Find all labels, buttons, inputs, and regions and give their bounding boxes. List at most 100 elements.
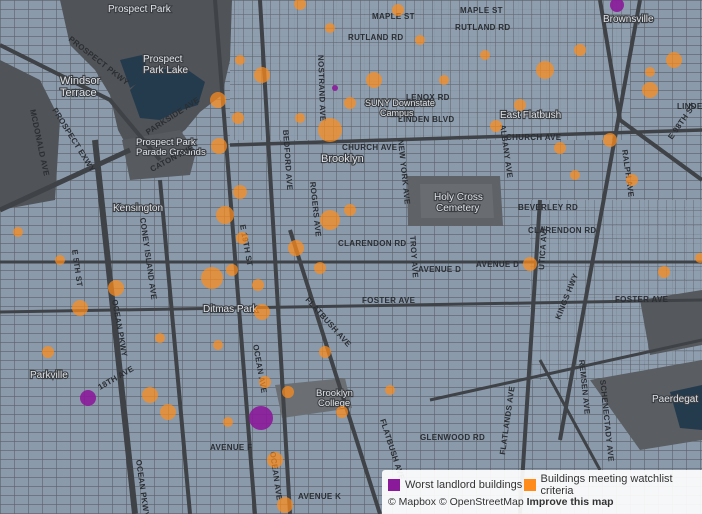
watchlist-building[interactable] (626, 174, 638, 186)
watchlist-building[interactable] (142, 387, 158, 403)
street-glenwood-rd: GLENWOOD RD (420, 433, 485, 442)
street-avenue-k: AVENUE K (298, 492, 341, 501)
watchlist-building[interactable] (267, 452, 283, 468)
watchlist-building[interactable] (480, 50, 490, 60)
street-clarendon-rd-w: CLARENDON RD (338, 239, 407, 248)
street-church-ave: CHURCH AVE (342, 143, 398, 152)
watchlist-building[interactable] (211, 138, 227, 154)
worst-landlord-building[interactable] (332, 85, 338, 91)
watchlist-building[interactable] (344, 97, 356, 109)
watchlist-building[interactable] (13, 227, 23, 237)
watchlist-building[interactable] (254, 304, 270, 320)
watchlist-building[interactable] (366, 72, 382, 88)
watchlist-building[interactable] (574, 44, 586, 56)
worst-landlord-building[interactable] (249, 406, 273, 430)
east-park (640, 290, 702, 355)
label-ditmas-park: Ditmas Park (203, 304, 258, 315)
watchlist-building[interactable] (666, 52, 682, 68)
watchlist-building[interactable] (490, 120, 502, 132)
watchlist-building[interactable] (325, 23, 335, 33)
watchlist-building[interactable] (439, 75, 449, 85)
watchlist-building[interactable] (603, 133, 617, 147)
watchlist-building[interactable] (642, 82, 658, 98)
watchlist-building[interactable] (236, 232, 248, 244)
watchlist-building[interactable] (42, 346, 54, 358)
watchlist-building[interactable] (294, 0, 306, 10)
label-paerdegat: Paerdegat (652, 394, 698, 405)
watchlist-building[interactable] (415, 35, 425, 45)
map-legend: Worst landlord buildings Buildings meeti… (382, 470, 702, 514)
watchlist-building[interactable] (344, 204, 356, 216)
worst-landlord-building[interactable] (80, 390, 96, 406)
cemetery-inner (420, 184, 494, 218)
label-parade-line1: Prospect Park (136, 137, 196, 148)
watchlist-building[interactable] (235, 55, 245, 65)
watchlist-building[interactable] (523, 257, 537, 271)
watchlist-building[interactable] (226, 264, 238, 276)
worst-landlord-building[interactable] (610, 0, 624, 12)
watchlist-building[interactable] (254, 67, 270, 83)
watchlist-building[interactable] (695, 253, 702, 263)
watchlist-building[interactable] (72, 300, 88, 316)
watchlist-building[interactable] (160, 404, 176, 420)
label-holy-cross-line2: Cemetery (436, 203, 479, 214)
watchlist-building[interactable] (554, 142, 566, 154)
watchlist-building[interactable] (282, 386, 294, 398)
label-brooklyn: Brooklyn (321, 153, 364, 165)
label-windsor-line2: Terrace (60, 87, 97, 99)
watchlist-building[interactable] (336, 406, 348, 418)
label-parade-line2: Parade Grounds (136, 147, 206, 158)
street-rutland-rd-w: RUTLAND RD (348, 33, 403, 42)
street-avenue-f: AVENUE F (210, 443, 252, 452)
watchlist-building[interactable] (55, 255, 65, 265)
watchlist-building[interactable] (201, 267, 223, 289)
watchlist-building[interactable] (232, 112, 244, 124)
watchlist-buildings-layer (13, 0, 702, 513)
watchlist-building[interactable] (155, 333, 165, 343)
street-avenue-d: AVENUE D (418, 265, 461, 274)
watchlist-building[interactable] (288, 240, 304, 256)
watchlist-building[interactable] (536, 61, 554, 79)
watchlist-building[interactable] (570, 170, 580, 180)
label-suny-downstate: SUNY Downstate Campus (365, 98, 437, 118)
watchlist-building[interactable] (108, 280, 124, 296)
street-nostrand-ave: NOSTRAND AVE (316, 55, 327, 122)
watchlist-building[interactable] (320, 210, 340, 230)
watchlist-building[interactable] (645, 67, 655, 77)
label-lake-line2: Park Lake (143, 65, 188, 76)
attribution-mapbox-link[interactable]: © Mapbox (388, 496, 437, 508)
watchlist-building[interactable] (213, 340, 223, 350)
watchlist-building[interactable] (318, 118, 342, 142)
watchlist-building[interactable] (295, 113, 305, 123)
legend-watchlist-row: Buildings meeting watchlist criteria (524, 473, 702, 497)
label-suny-line2: Campus (380, 108, 414, 118)
paerdegat-park (590, 360, 702, 450)
street-maple-st-w: MAPLE ST (372, 12, 415, 21)
street-utica-ave: UTICA AVE (537, 225, 549, 271)
street-lenox-rd: LENOX RD (406, 93, 450, 102)
label-lake-line1: Prospect (143, 54, 183, 65)
watchlist-building[interactable] (514, 99, 526, 111)
watchlist-building[interactable] (259, 376, 271, 388)
watchlist-building[interactable] (223, 417, 233, 427)
watchlist-building[interactable] (319, 346, 331, 358)
attribution-osm-link[interactable]: © OpenStreetMap (438, 496, 524, 508)
green-wood-area (0, 60, 60, 210)
watchlist-building[interactable] (277, 497, 293, 513)
watchlist-building[interactable] (392, 4, 404, 16)
watchlist-building[interactable] (233, 185, 247, 199)
street-clarendon-rd-e: CLARENDON RD (528, 226, 597, 235)
watchlist-building[interactable] (216, 206, 234, 224)
parade-grounds (122, 130, 196, 180)
watchlist-building[interactable] (314, 262, 326, 274)
watchlist-building[interactable] (252, 279, 264, 291)
street-maple-st-e: MAPLE ST (460, 6, 503, 15)
improve-map-link[interactable]: Improve this map (526, 496, 614, 508)
watchlist-building[interactable] (658, 266, 670, 278)
label-brooklyn-college: Brooklyn College (316, 388, 356, 409)
watchlist-building[interactable] (385, 385, 395, 395)
label-suny-line1: SUNY Downstate (365, 98, 435, 108)
watchlist-building[interactable] (210, 92, 226, 108)
